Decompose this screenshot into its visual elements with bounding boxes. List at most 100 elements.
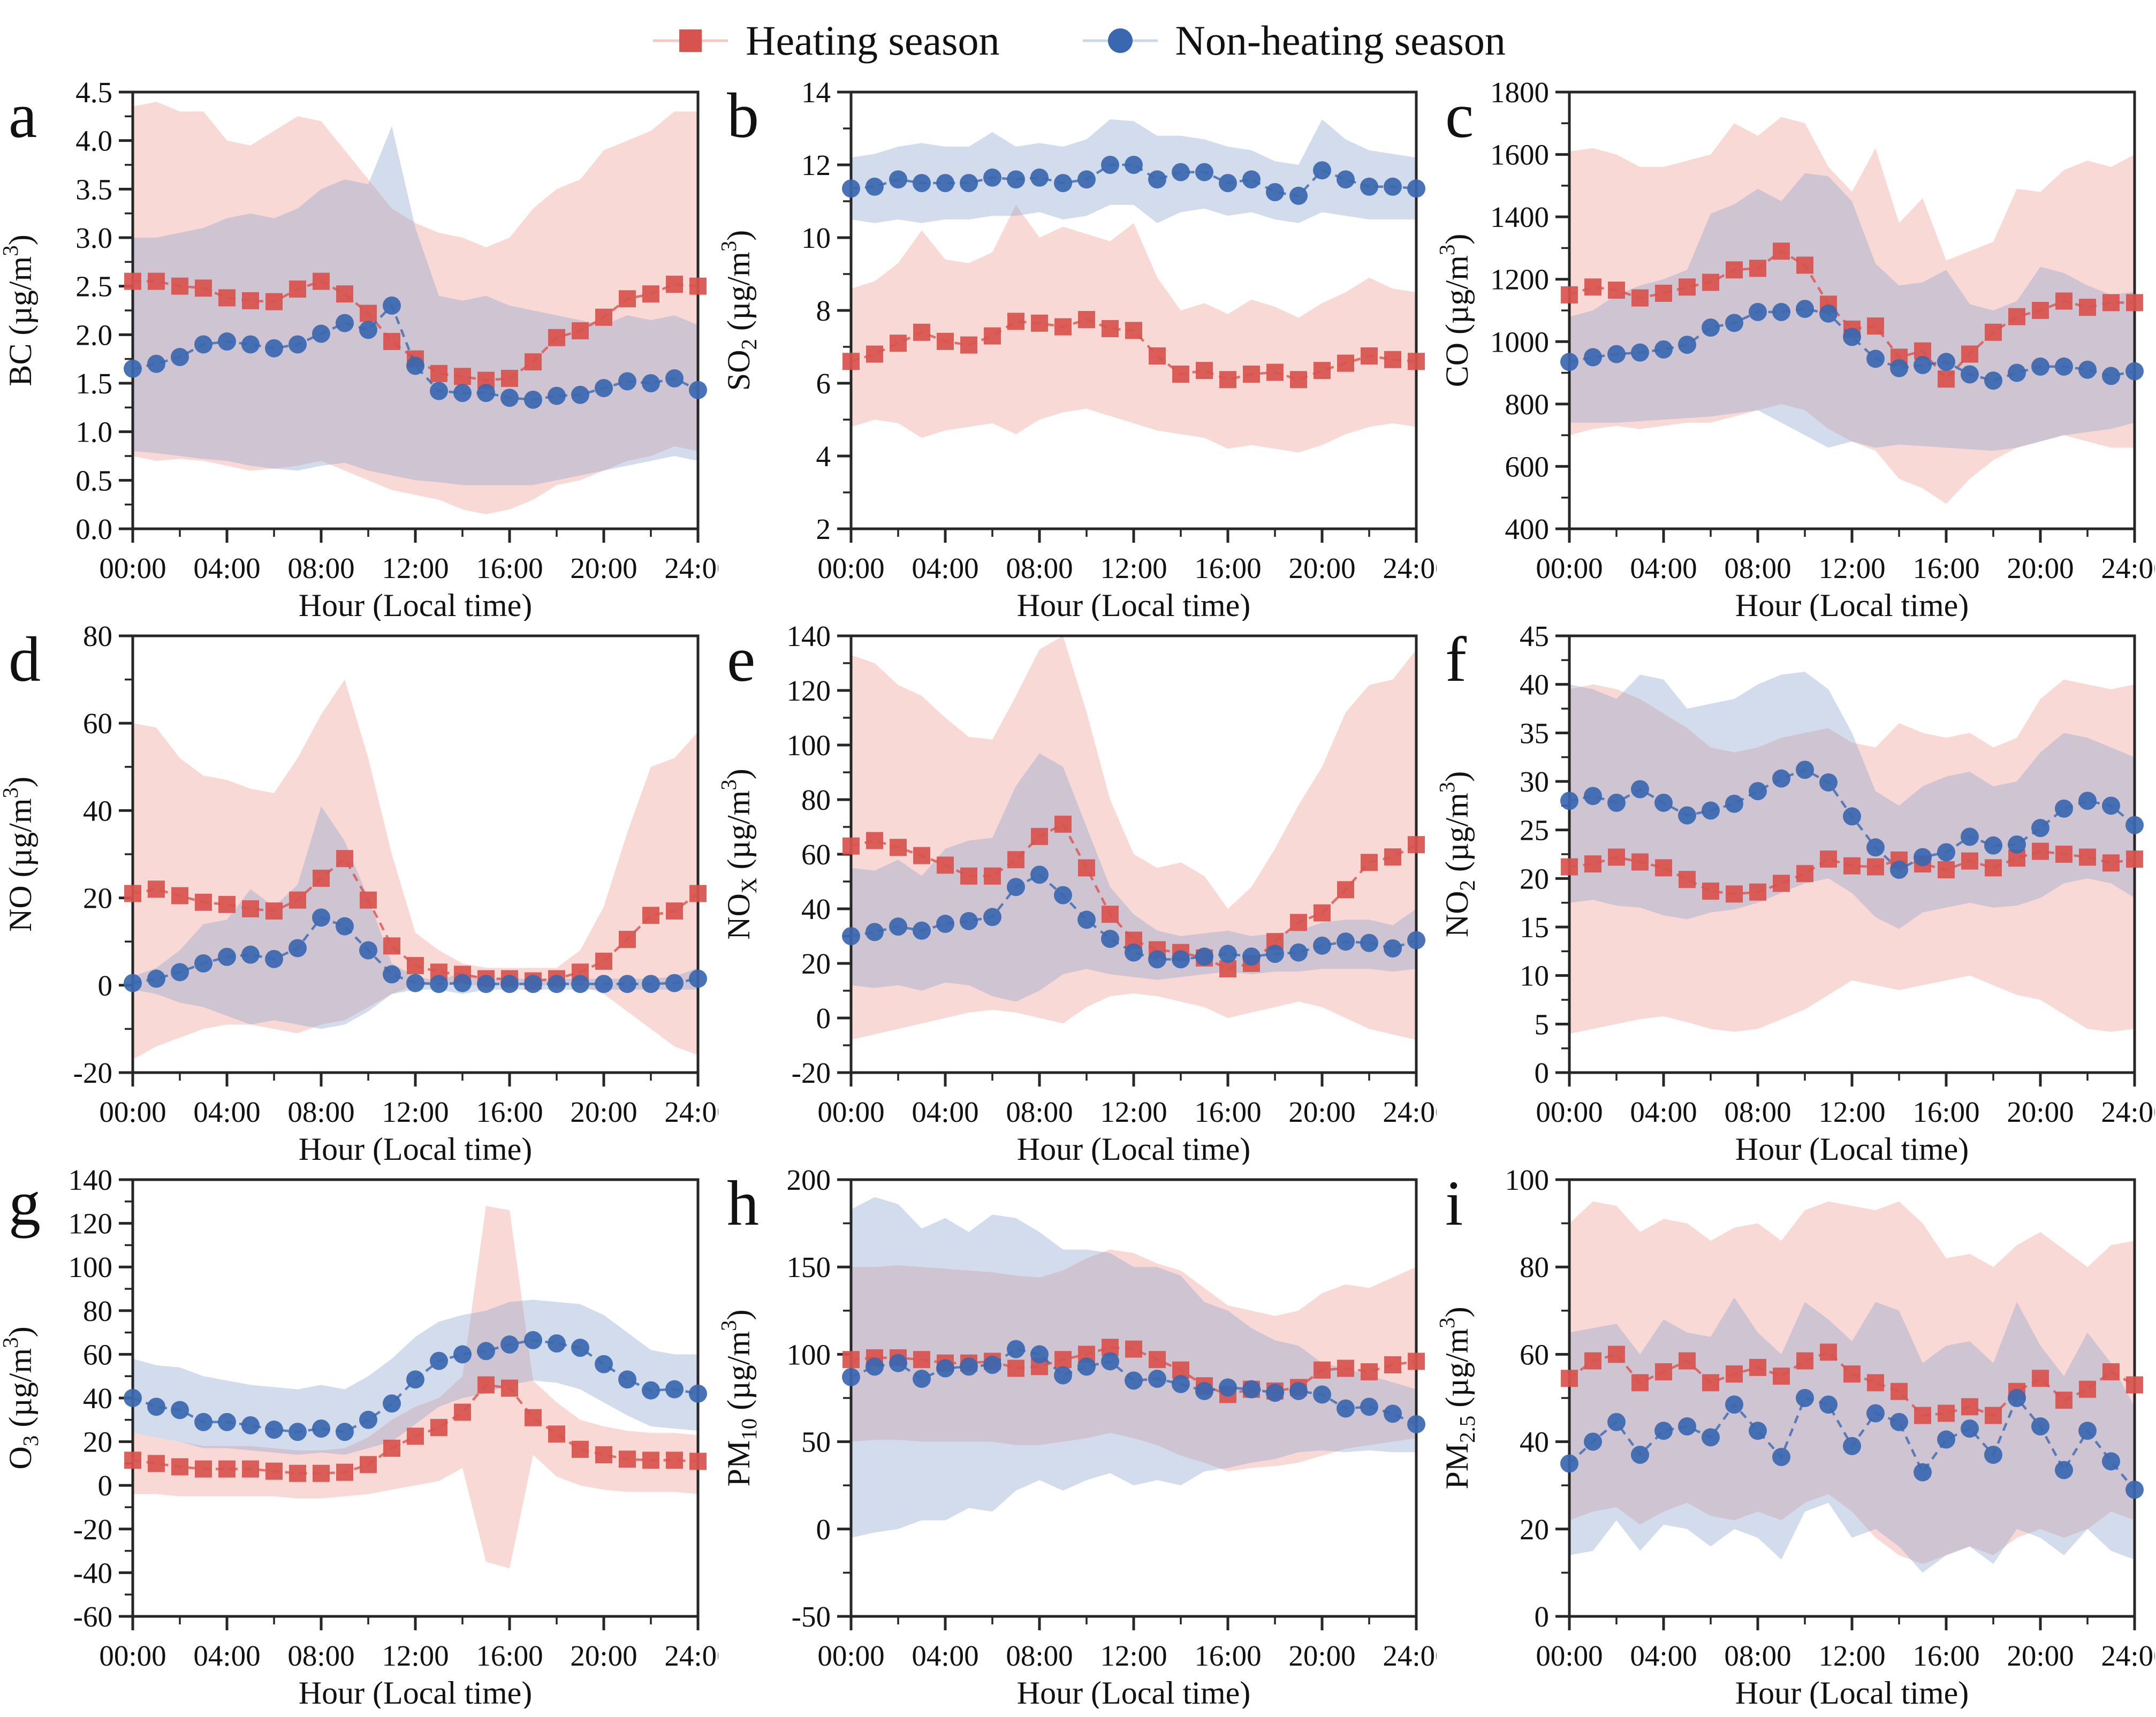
heating-square-marker [2079, 1380, 2096, 1398]
ylabel-segment: 3 [0, 245, 22, 256]
heating-square-marker [1561, 286, 1578, 303]
heating-square-marker [619, 931, 636, 948]
nonheating-circle-marker [359, 1410, 377, 1429]
nonheating-circle-marker [1030, 865, 1049, 884]
y-tick-label: 1.5 [75, 367, 112, 400]
nonheating-circle-marker [477, 975, 495, 993]
heating-square-marker [1749, 260, 1766, 277]
x-tick-label: 16:00 [1194, 1639, 1261, 1672]
nonheating-circle-marker [571, 385, 589, 404]
nonheating-circle-marker [1407, 179, 1425, 198]
nonheating-circle-marker [1077, 910, 1096, 929]
heating-square-marker [2032, 1370, 2049, 1387]
y-tick-label: 20 [801, 947, 831, 980]
heating-square-marker [1314, 1361, 1331, 1379]
nonheating-circle-marker [571, 975, 589, 993]
heating-square-marker [1608, 1346, 1625, 1363]
nonheating-circle-marker [2125, 362, 2144, 381]
nonheating-circle-marker [1961, 1419, 1979, 1438]
nonheating-circle-marker [1125, 1371, 1143, 1390]
y-tick-label: 60 [83, 1338, 112, 1371]
heating-square-marker [619, 290, 636, 308]
bands-group [851, 1197, 1416, 1538]
heating-square-marker [2126, 1376, 2143, 1394]
nonheating-circle-marker [889, 170, 907, 189]
nonheating-circle-marker [842, 1367, 860, 1386]
y-tick-label: 600 [1505, 450, 1550, 483]
nonheating-circle-marker [124, 974, 142, 992]
y-tick-label: 6 [816, 367, 831, 400]
nonheating-circle-marker [1266, 945, 1284, 963]
y-axis-title: PM10 (µg/m3) [718, 1309, 761, 1486]
nonheating-circle-marker [1360, 1397, 1378, 1416]
heating-square-marker [1384, 848, 1401, 866]
x-axis-title: Hour (Local time) [1735, 1131, 1969, 1165]
nonheating-circle-marker [1172, 163, 1190, 181]
heating-square-marker [195, 1460, 212, 1478]
nonheating-circle-marker [1101, 930, 1119, 948]
nonheating-circle-marker [312, 1419, 330, 1438]
x-tick-label: 00:00 [1536, 1096, 1603, 1128]
nonheating-circle-marker [842, 927, 860, 945]
nonheating-circle-marker [383, 965, 401, 984]
heating-square-marker [689, 885, 707, 902]
heating-square-marker [2126, 294, 2143, 312]
heating-square-marker [383, 937, 400, 955]
heating-square-marker [1290, 914, 1307, 931]
nonheating-circle-marker [171, 348, 189, 367]
y-tick-label: 20 [1520, 1513, 1549, 1546]
nonheating-circle-marker [147, 969, 165, 988]
y-tick-label: 80 [83, 621, 112, 652]
heating-square-marker [572, 1440, 589, 1458]
x-tick-label: 00:00 [1536, 552, 1603, 584]
nonheating-circle-marker [1819, 773, 1838, 792]
heating-band [1569, 679, 2135, 1034]
nonheating-circle-marker [1242, 1380, 1261, 1399]
ylabel-segment: CO (µg/m [1439, 255, 1475, 387]
heating-square-marker [913, 847, 930, 864]
nonheating-circle-marker [2055, 357, 2073, 376]
y-tick-label: 40 [801, 893, 831, 925]
nonheating-circle-marker [1054, 886, 1072, 905]
heating-square-marker [1102, 320, 1119, 337]
nonheating-circle-marker [1702, 1428, 1720, 1447]
heating-markers [124, 1376, 707, 1482]
nonheating-markers [124, 296, 707, 409]
heating-square-marker [2055, 1392, 2073, 1409]
nonheating-circle-marker [889, 917, 907, 936]
y-tick-label: 4 [816, 440, 831, 473]
ylabel-segment: ) [721, 1309, 756, 1320]
bands-group [1569, 1201, 2135, 1573]
y-axis-title: NO2 (µg/m3) [1437, 771, 1479, 938]
ylabel-segment: PM [721, 1440, 756, 1487]
nonheating-circle-marker [336, 1423, 354, 1441]
nonheating-circle-marker [1607, 793, 1626, 812]
x-tick-label: 20:00 [570, 552, 637, 584]
nonheating-circle-marker [548, 1334, 566, 1353]
x-axis-title: Hour (Local time) [1735, 1675, 1969, 1708]
heating-square-marker [218, 1460, 236, 1478]
heating-square-marker [937, 332, 954, 350]
x-tick-label: 20:00 [1288, 552, 1355, 584]
heating-square-marker [642, 1452, 659, 1469]
heating-square-marker [2032, 302, 2049, 319]
heating-square-marker [1938, 861, 1955, 879]
heating-square-marker [1702, 273, 1719, 291]
nonheating-circle-marker [1337, 170, 1355, 189]
nonheating-circle-marker [194, 1412, 212, 1431]
y-tick-label: 0 [816, 1513, 831, 1546]
nonheating-circle-marker [1607, 345, 1626, 363]
panel-letter: i [1445, 1167, 1463, 1239]
ylabel-segment: 3 [718, 241, 741, 252]
heating-square-marker [1726, 885, 1743, 903]
y-axis-title: PM2.5 (µg/m3) [1437, 1306, 1479, 1489]
nonheating-circle-marker [1195, 163, 1213, 181]
nonheating-circle-marker [842, 179, 860, 198]
nonheating-circle-marker [265, 1420, 283, 1439]
heating-square-marker [1961, 852, 1978, 870]
heating-square-marker [195, 279, 212, 297]
y-tick-label: 100 [787, 729, 831, 762]
panel-f: 0 5 10 15 20 25 30 35 40 45 00:00 04:00 08:00 12:00 16… [1434, 620, 2156, 1167]
heating-square-marker [289, 891, 306, 909]
x-tick-label: 08:00 [1006, 552, 1073, 584]
